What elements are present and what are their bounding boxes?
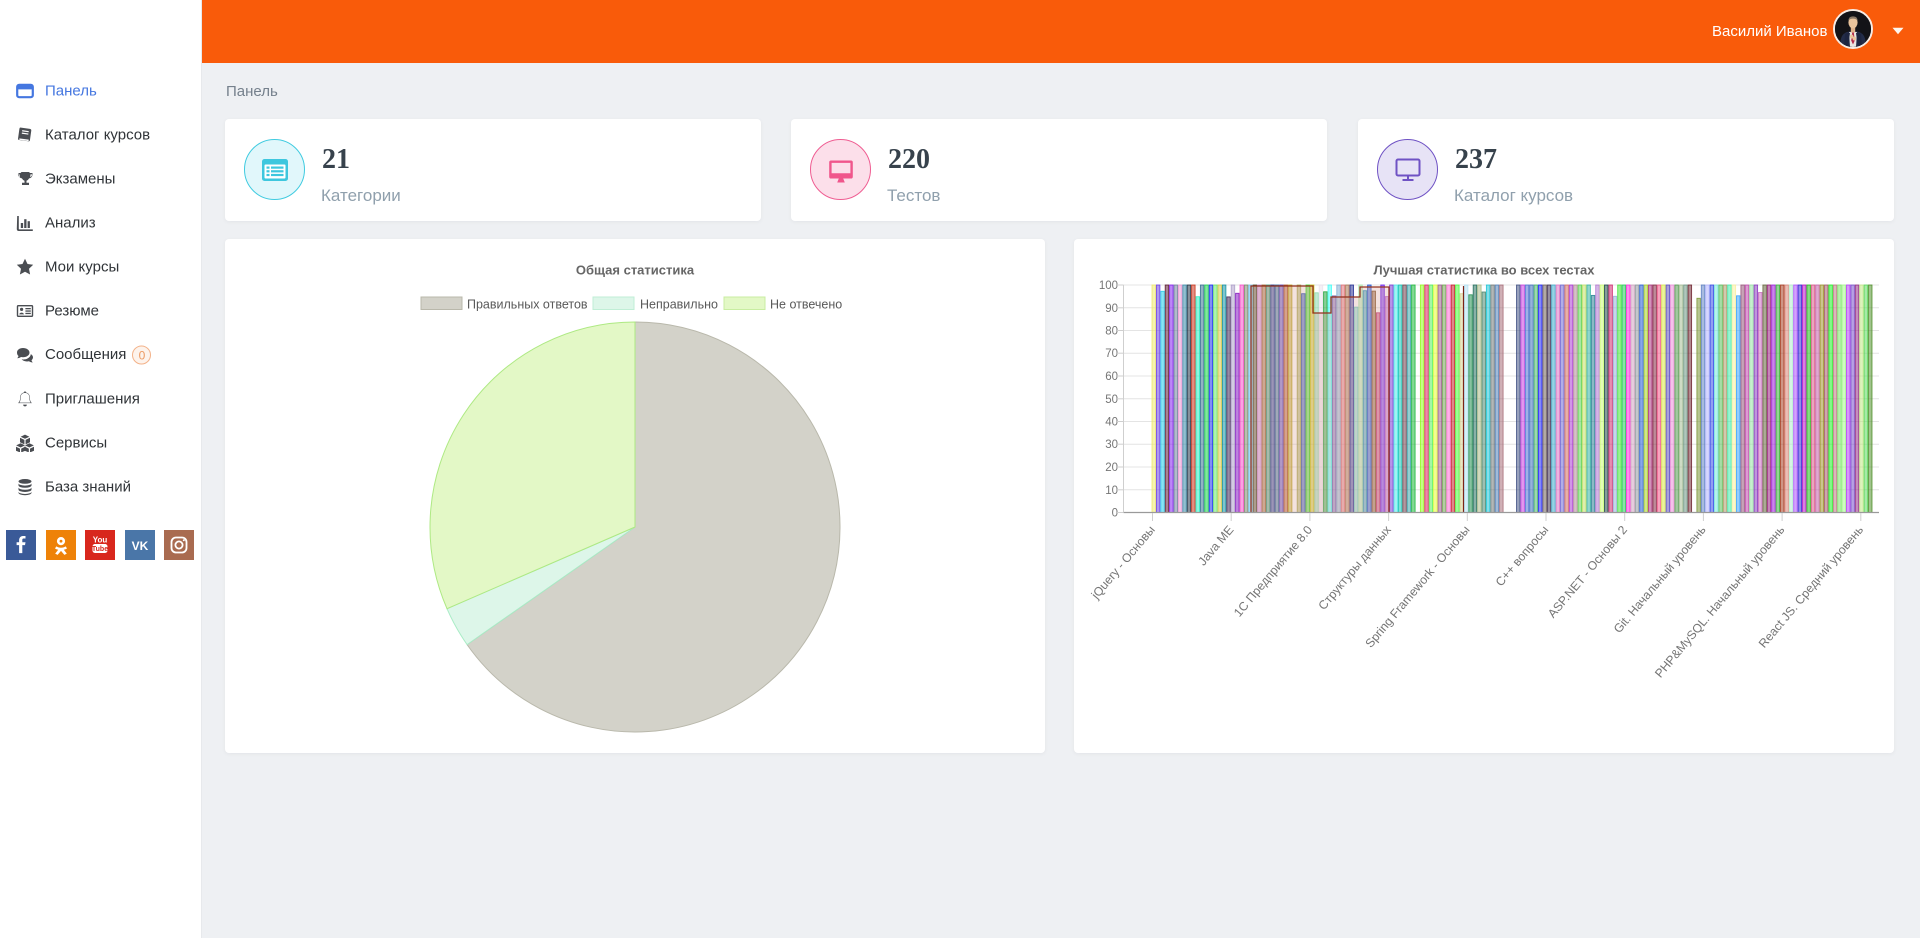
svg-text:Лучшая статистика во всех тест: Лучшая статистика во всех тестах <box>1374 263 1596 278</box>
svg-text:Tube: Tube <box>92 546 108 553</box>
svg-text:80: 80 <box>1105 326 1118 338</box>
svg-text:ASP.NET - Основы 2: ASP.NET - Основы 2 <box>1545 523 1630 621</box>
svg-text:40: 40 <box>1105 417 1118 429</box>
svg-text:90: 90 <box>1105 303 1118 315</box>
svg-text:Не отвечено: Не отвечено <box>770 298 842 312</box>
svg-text:VK: VK <box>131 539 148 553</box>
svg-text:PHP&MySQL. Начальный уровень: PHP&MySQL. Начальный уровень <box>1652 523 1787 681</box>
svg-text:50: 50 <box>1105 394 1118 406</box>
svg-text:100: 100 <box>1099 280 1118 292</box>
svg-text:1С Предприятие 8.0: 1С Предприятие 8.0 <box>1231 523 1315 620</box>
svg-text:Общая статистика: Общая статистика <box>576 263 695 278</box>
svg-text:C++ вопросы: C++ вопросы <box>1493 523 1552 589</box>
svg-text:70: 70 <box>1105 348 1118 360</box>
svg-text:jQuery - Основы: jQuery - Основы <box>1088 523 1158 603</box>
svg-text:You: You <box>93 536 108 545</box>
svg-text:Git. Начальный уровень: Git. Начальный уровень <box>1611 523 1709 636</box>
svg-text:30: 30 <box>1105 439 1118 451</box>
svg-text:60: 60 <box>1105 371 1118 383</box>
svg-text:Неправильно: Неправильно <box>640 298 718 312</box>
svg-text:Правильных ответов: Правильных ответов <box>467 298 588 312</box>
svg-text:Java ME: Java ME <box>1195 523 1236 568</box>
svg-text:20: 20 <box>1105 462 1118 474</box>
svg-text:0: 0 <box>1112 508 1118 520</box>
svg-text:10: 10 <box>1105 485 1118 497</box>
svg-text:Структуры данных: Структуры данных <box>1315 523 1393 613</box>
